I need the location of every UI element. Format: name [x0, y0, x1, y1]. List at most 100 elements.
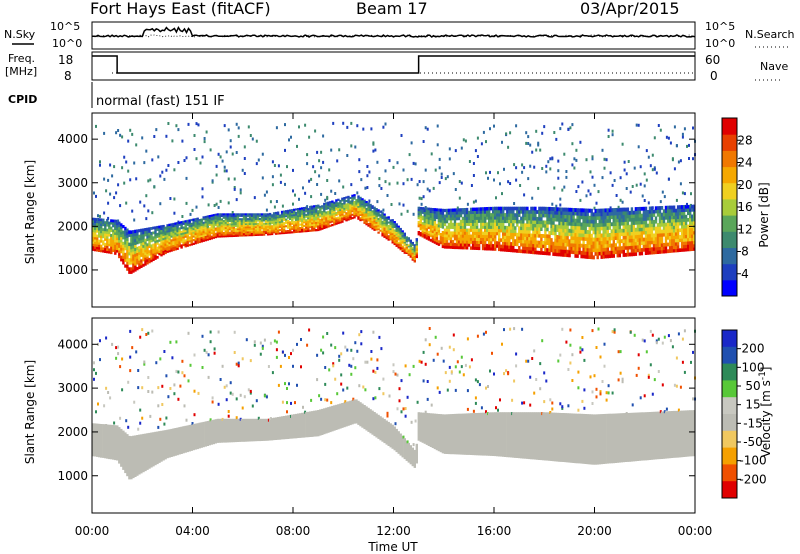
- velocity-ground-cell: [488, 412, 491, 456]
- power-cell: [595, 201, 598, 205]
- velocity-ground-cell: [136, 435, 139, 476]
- velocity-cell: [255, 399, 258, 403]
- power-cell: [395, 238, 398, 241]
- power-cell: [92, 243, 95, 247]
- power-cell: [122, 225, 125, 229]
- velocity-cell: [404, 364, 407, 368]
- velocity-cell: [137, 386, 140, 390]
- velocity-ground-cell: [130, 436, 133, 480]
- power-cell: [220, 233, 223, 236]
- power-cell: [150, 259, 153, 263]
- power-cell: [270, 217, 274, 220]
- power-cell: [604, 215, 607, 220]
- power-cell: [409, 255, 412, 258]
- power-cell: [307, 228, 310, 231]
- power-colorbar-swatch: [722, 215, 737, 232]
- power-cell: [254, 234, 258, 236]
- power-cell: [538, 240, 541, 245]
- power-cell: [164, 232, 167, 236]
- power-cell: [308, 179, 311, 183]
- power-cell: [568, 218, 571, 223]
- power-cell: [660, 236, 664, 241]
- power-cell: [134, 247, 137, 251]
- power-cell: [544, 206, 547, 211]
- power-cell: [200, 220, 203, 223]
- power-cell: [228, 223, 232, 226]
- power-cell: [630, 252, 634, 257]
- power-cell: [268, 230, 272, 233]
- power-cell: [512, 216, 515, 220]
- power-cell: [337, 218, 340, 221]
- power-cell: [500, 219, 503, 223]
- power-cell: [100, 249, 103, 253]
- power-cell: [397, 235, 400, 238]
- power-cell: [184, 224, 187, 227]
- power-cell: [469, 234, 473, 238]
- power-cell: [674, 218, 678, 223]
- power-cell: [347, 202, 350, 205]
- power-cell: [431, 232, 435, 236]
- power-cell: [548, 220, 551, 225]
- power-cell: [285, 231, 288, 234]
- power-cell: [528, 250, 531, 254]
- power-cell: [550, 217, 553, 222]
- power-cell: [603, 166, 606, 170]
- power-cell: [590, 208, 593, 213]
- power-cell: [614, 246, 617, 251]
- power-cell: [108, 233, 111, 237]
- power-cell: [638, 206, 642, 211]
- power-cell: [325, 216, 328, 220]
- power-cell: [256, 213, 260, 216]
- power-cell: [188, 243, 191, 247]
- velocity-ground-cell: [266, 418, 270, 441]
- velocity-cell: [109, 396, 112, 400]
- power-cell: [289, 209, 292, 212]
- power-cell: [566, 221, 569, 226]
- power-cell: [204, 232, 207, 235]
- power-cell: [160, 238, 163, 241]
- power-cell: [471, 225, 475, 229]
- power-cell: [530, 213, 533, 218]
- power-cell: [518, 246, 521, 250]
- power-cell: [489, 127, 491, 131]
- power-cell: [512, 245, 515, 250]
- power-cell: [146, 245, 149, 249]
- power-colorbar-swatch: [722, 134, 737, 151]
- power-cell: [151, 211, 154, 215]
- power-cell: [658, 223, 662, 227]
- power-cell: [139, 200, 142, 204]
- power-cell: [435, 239, 439, 243]
- velocity-cell: [430, 403, 433, 407]
- power-cell: [459, 234, 463, 238]
- power-cell: [528, 213, 531, 218]
- power-cell: [568, 249, 571, 254]
- velocity-cell: [360, 330, 363, 334]
- power-cell: [550, 210, 553, 215]
- power-cell: [560, 242, 563, 247]
- power-cell: [176, 227, 179, 231]
- power-cell: [613, 179, 616, 182]
- velocity-cell: [326, 398, 329, 402]
- power-cell: [112, 239, 115, 243]
- power-cell: [445, 220, 449, 224]
- power-cell: [391, 227, 394, 230]
- power-cell: [674, 215, 678, 220]
- power-cell: [562, 225, 565, 229]
- power-cell: [405, 240, 408, 243]
- velocity-ground-cell: [180, 426, 183, 454]
- velocity-ground-cell: [287, 415, 290, 439]
- power-cell: [182, 234, 185, 237]
- power-cell: [154, 235, 157, 239]
- power-cell: [120, 226, 123, 230]
- power-cell: [314, 129, 317, 133]
- power-cell: [94, 222, 97, 226]
- velocity-cell: [442, 359, 445, 363]
- power-cell: [351, 205, 354, 208]
- power-cell: [674, 225, 678, 230]
- power-cell: [381, 212, 384, 215]
- power-cell: [518, 206, 521, 211]
- power-cell: [576, 232, 579, 237]
- power-cell: [248, 221, 252, 224]
- power-cell: [287, 216, 290, 219]
- power-cell: [644, 227, 648, 231]
